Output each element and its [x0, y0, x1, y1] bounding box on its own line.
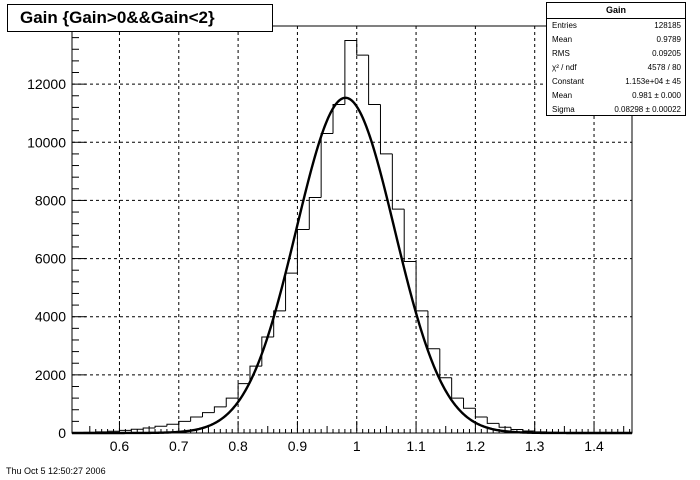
histogram-bin: [202, 412, 215, 418]
histogram-bin: [190, 416, 203, 422]
footer-date: Thu Oct 5 12:50:27 2006: [6, 466, 106, 476]
y-tick-label: 4000: [35, 309, 66, 325]
stats-label: RMS: [552, 49, 570, 58]
x-tick-label: 0.6: [110, 438, 130, 454]
histogram-bin: [320, 133, 334, 198]
stats-value: 1.153e+04 ± 45: [625, 77, 681, 86]
stats-label: Mean: [552, 91, 573, 100]
histogram-bin: [403, 209, 417, 262]
histogram-bin: [356, 40, 369, 56]
histogram-bin: [415, 261, 428, 312]
fit-curve: [71, 96, 633, 435]
stats-value: 0.09205: [652, 49, 681, 58]
y-tick-label: 12000: [27, 76, 66, 92]
x-tick-label: 0.9: [288, 438, 308, 454]
stats-value: 4578 / 80: [647, 63, 681, 72]
y-tick-label: 6000: [35, 251, 66, 267]
y-tick-label: 10000: [27, 134, 66, 150]
stats-label: Constant: [552, 77, 585, 86]
stats-value: 128185: [654, 21, 681, 30]
stats-row-entries: Entries 128185: [547, 19, 685, 33]
stats-label: Mean: [552, 35, 573, 44]
histogram-bin: [154, 425, 167, 429]
histogram-bin: [142, 427, 156, 430]
y-tick-label: 8000: [35, 192, 66, 208]
stats-row-fit-mean: Mean 0.981 ± 0.000: [547, 89, 685, 103]
y-tick-label: 0: [58, 425, 66, 441]
x-tick-label: 0.7: [169, 438, 189, 454]
histogram-bin: [178, 420, 191, 425]
histogram-bin: [285, 272, 298, 311]
stats-value: 0.9789: [656, 35, 681, 44]
x-tick-label: 1.2: [466, 438, 486, 454]
histogram-bin: [451, 377, 464, 399]
stats-row-rms: RMS 0.09205: [547, 47, 685, 61]
histogram-bin: [308, 197, 322, 230]
histogram-bin: [344, 40, 357, 105]
histogram-bin: [273, 310, 286, 338]
y-tick-label: 2000: [35, 367, 66, 383]
chart-title: Gain {Gain>0&&Gain<2}: [7, 4, 273, 32]
histogram-bin: [379, 104, 393, 155]
histogram-bin: [296, 229, 310, 274]
x-tick-label: 1: [353, 438, 361, 454]
stats-value: 0.08298 ± 0.00022: [614, 105, 681, 114]
stats-row-sigma: Sigma 0.08298 ± 0.00022: [547, 103, 685, 117]
histogram-bin: [225, 397, 239, 407]
stats-label: Sigma: [552, 105, 575, 114]
histogram-bin: [332, 103, 345, 134]
stats-row-constant: Constant 1.153e+04 ± 45: [547, 75, 685, 89]
histogram-bin: [474, 408, 488, 418]
axes: 0.6 0.7 0.8 0.9 1 1.1 1.2 1.3 1.4 0 2000 4000 6000 80…: [27, 18, 631, 454]
histogram-bin: [213, 406, 227, 413]
histogram-bin: [237, 383, 250, 399]
histogram-bin: [391, 153, 405, 210]
x-tick-label: 1.1: [406, 438, 426, 454]
x-tick-label: 1.3: [525, 438, 545, 454]
histogram-bin: [486, 417, 500, 424]
plot-frame: [71, 25, 633, 434]
stats-value: 0.981 ± 0.000: [632, 91, 681, 100]
stats-label: χ² / ndf: [552, 63, 577, 72]
histogram-bin: [439, 348, 452, 379]
histogram-bin: [368, 55, 381, 105]
histogram-bin: [463, 398, 476, 409]
histogram-bin: [498, 423, 511, 428]
stats-row-mean: Mean 0.9789: [547, 33, 685, 47]
stats-row-chi2: χ² / ndf 4578 / 80: [547, 61, 685, 75]
stats-label: Entries: [552, 21, 577, 30]
histogram-bin: [166, 423, 179, 427]
x-tick-label: 1.4: [584, 438, 604, 454]
gaussian-fit: [71, 96, 633, 435]
stats-title: Gain: [547, 3, 685, 19]
x-tick-label: 0.8: [228, 438, 248, 454]
stats-box: Gain Entries 128185 Mean 0.9789 RMS 0.09…: [546, 2, 686, 116]
